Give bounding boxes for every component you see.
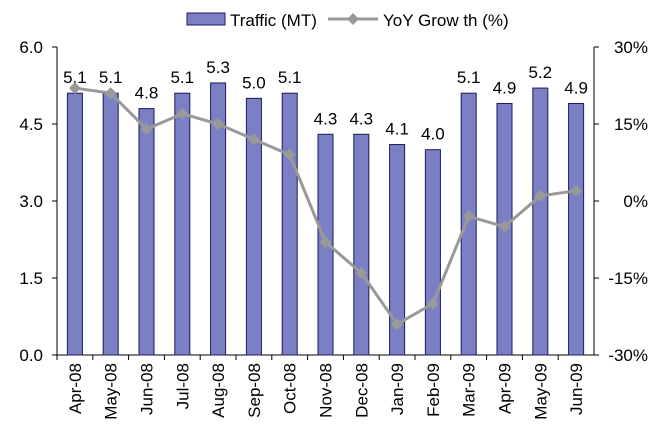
- y-tick-label: 4.5: [19, 115, 43, 134]
- marker: [283, 148, 296, 161]
- x-tick-label: Nov-08: [317, 363, 336, 418]
- x-tick-label: Jul-08: [173, 363, 192, 409]
- marker: [212, 118, 225, 130]
- bar: [245, 97, 262, 356]
- x-tick-label: Jun-08: [138, 363, 157, 415]
- bar: [389, 144, 406, 356]
- data-label: 5.1: [457, 68, 481, 87]
- x-tick-label: Dec-08: [352, 363, 371, 418]
- bar: [66, 92, 83, 356]
- marker: [176, 107, 189, 120]
- marker: [426, 297, 439, 310]
- marker: [104, 87, 117, 100]
- legend-label: Traffic (MT): [230, 11, 317, 30]
- marker: [570, 184, 583, 197]
- x-tick-label: Feb-09: [424, 363, 443, 417]
- x-tick-label: May-09: [531, 363, 550, 420]
- bar: [281, 92, 298, 356]
- data-label: 5.3: [206, 58, 230, 77]
- marker: [68, 82, 81, 95]
- y-tick-label: 0.0: [19, 346, 43, 365]
- data-label: 4.1: [385, 120, 409, 139]
- data-label: 4.3: [314, 109, 338, 128]
- marker: [534, 189, 547, 202]
- y2-tick-label: -30%: [608, 346, 648, 365]
- legend-marker: [347, 13, 359, 25]
- data-label: 4.9: [564, 78, 588, 97]
- bar: [532, 87, 549, 356]
- bar: [138, 108, 155, 356]
- data-label: 4.0: [421, 125, 445, 144]
- marker: [462, 210, 475, 223]
- data-label: 4.3: [349, 109, 373, 128]
- data-label: 5.1: [99, 68, 123, 87]
- y2-tick-label: -15%: [608, 269, 648, 288]
- bar: [460, 92, 477, 356]
- y2-tick-label: 30%: [614, 38, 648, 57]
- x-tick-label: Sep-08: [245, 363, 264, 418]
- data-label: 5.1: [63, 68, 87, 87]
- bar: [210, 82, 227, 356]
- x-tick-label: Oct-08: [281, 363, 300, 414]
- data-label: 4.9: [493, 78, 517, 97]
- marker: [498, 220, 511, 233]
- bar: [174, 92, 191, 356]
- bar: [568, 102, 585, 356]
- data-label: 5.1: [278, 68, 302, 87]
- legend-swatch: [186, 12, 226, 26]
- x-tick-label: Jan-09: [388, 363, 407, 415]
- y2-tick-label: 0%: [623, 192, 648, 211]
- bar: [102, 92, 119, 356]
- marker: [355, 266, 368, 279]
- bar: [353, 133, 370, 356]
- x-tick-label: Aug-08: [209, 363, 228, 418]
- data-label: 4.8: [135, 84, 159, 103]
- data-label: 5.2: [528, 63, 552, 82]
- marker: [247, 133, 260, 146]
- x-tick-label: Apr-09: [496, 363, 515, 414]
- legend-label: YoY Grow th (%): [383, 11, 509, 30]
- marker: [319, 236, 332, 249]
- y-tick-label: 6.0: [19, 38, 43, 57]
- y2-tick-label: 15%: [614, 115, 648, 134]
- x-tick-label: Mar-09: [460, 363, 479, 417]
- x-tick-label: May-08: [102, 363, 121, 420]
- x-tick-label: Apr-08: [66, 363, 85, 414]
- data-label: 5.0: [242, 73, 266, 92]
- marker: [391, 318, 404, 331]
- y-tick-label: 3.0: [19, 192, 43, 211]
- y-tick-label: 1.5: [19, 269, 43, 288]
- data-label: 5.1: [170, 68, 194, 87]
- marker: [140, 123, 153, 136]
- bar: [424, 149, 441, 356]
- x-tick-label: Jun-09: [567, 363, 586, 415]
